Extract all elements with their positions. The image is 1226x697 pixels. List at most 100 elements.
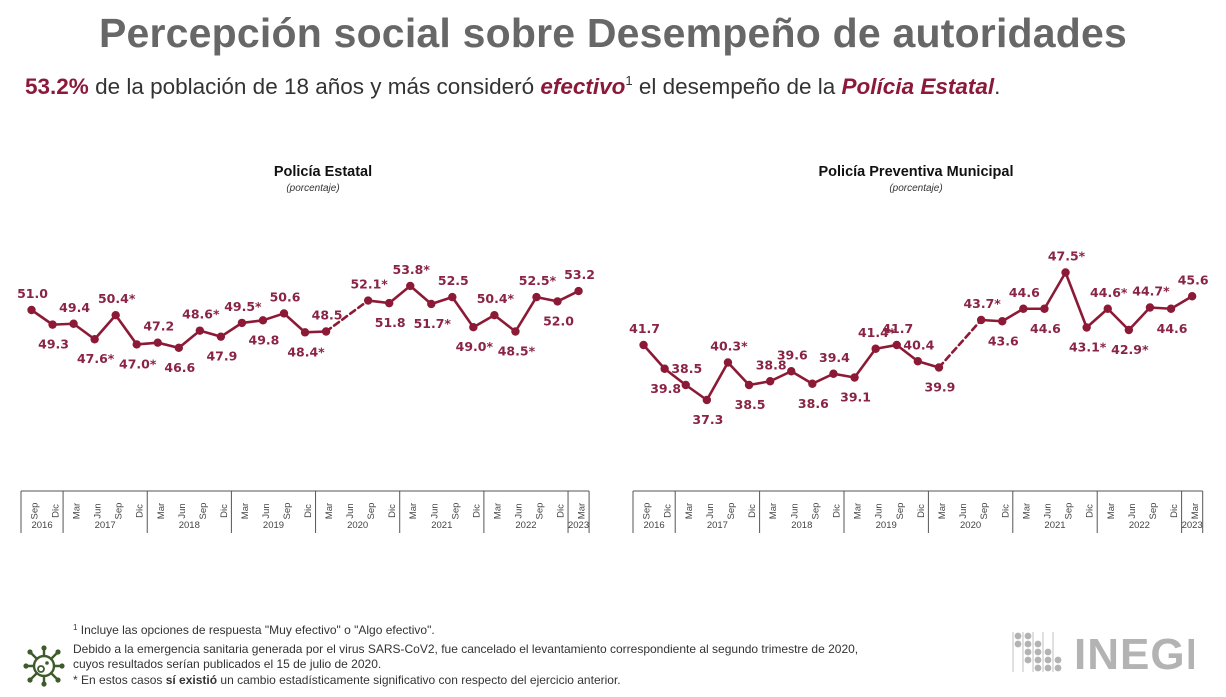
data-label: 50.4* [98,291,136,306]
data-label: 38.6 [798,396,829,411]
axis-month-label: Sep [30,503,41,520]
data-point [237,318,247,328]
axis-month-label: Mar [408,503,419,519]
axis-month-label: Jun [261,503,272,518]
data-label: 49.5* [224,299,262,314]
data-point [511,327,520,336]
axis-month-label: Jun [789,503,800,518]
data-point [532,292,541,302]
line-segment [1085,307,1110,329]
axis-month-label: Mar [72,503,83,519]
data-point [1187,292,1197,301]
data-label: 49.3 [38,337,69,352]
axis-year-label: 2022 [1129,520,1150,531]
data-label: 48.6* [182,307,220,322]
data-label: 47.2 [143,319,174,334]
axis-month-label: Mar [492,503,503,519]
data-point [1019,304,1028,313]
data-point [132,340,141,349]
axis-month-label: Jun [345,503,356,518]
logo-dot [1034,648,1042,656]
axis-month-label: Mar [937,503,948,519]
headline-text: de la población de 18 años y más conside… [88,74,541,99]
inegi-logo: INEGI [1012,630,1194,674]
logo-dot [1044,656,1052,664]
axis-month-label: Sep [450,503,461,520]
line-segment [282,312,307,334]
axis-year-label: 2016 [31,520,52,531]
axis-month-label: Mar [240,503,251,519]
data-point [681,380,690,390]
axis-month-label: Jun [705,503,716,518]
data-point [279,309,289,318]
axis-month-label: Dic [556,504,567,518]
data-point [1145,303,1155,312]
line-segment [93,313,117,341]
axis-month-label: Dic [1169,504,1180,518]
inegi-logo-text: INEGI [1074,630,1194,674]
logo-dot [1014,640,1022,648]
headline: 53.2% de la población de 18 años y más c… [25,74,1000,100]
chart-policia-municipal: 41.7 39.8 38.5 37.3 40.3* 38.5 38.839.6 38.6 39.… [629,249,1209,533]
axis-month-label: Dic [387,504,398,518]
data-point [469,323,478,332]
data-label: 46.6 [164,360,195,375]
logo-dot [1054,664,1062,672]
axis-month-label: Sep [726,503,737,520]
axis-month-label: Jun [429,503,440,518]
data-point [27,305,36,315]
axis-month-label: Sep [366,503,377,520]
axis-year-label: 2021 [431,520,452,531]
logo-dot [1024,656,1032,664]
line-segment [1064,271,1088,329]
axis-year-label: 2017 [95,520,116,531]
axis-month-label: Dic [471,504,482,518]
data-label: 47.6* [77,351,115,366]
data-label: 44.6 [1030,321,1061,336]
line-segment [895,343,920,363]
data-point [490,310,499,320]
line-segment [387,284,412,305]
line-segment [451,295,475,329]
axis-month-label: Sep [198,503,209,520]
significance-note-pre: * En estos casos [73,673,166,687]
data-label: 41.7 [629,321,660,336]
data-label: 51.0 [17,286,48,301]
data-label: 39.6 [777,347,808,362]
data-point [216,332,226,341]
axis-month-label: Mar [768,503,779,519]
data-point [892,340,901,350]
axis-year-label: 2023 [568,520,589,531]
virus-icon [23,645,65,687]
data-point [574,286,583,296]
axis-month-label: Jun [1042,503,1053,518]
data-label: 39.1 [840,390,871,405]
logo-dot [1034,656,1042,664]
line-segment [726,361,751,387]
data-point [765,377,775,386]
line-segment [493,313,517,333]
axis-month-label: Mar [577,503,588,519]
data-point [744,380,754,390]
data-label: 49.4 [59,300,90,315]
axis-month-label: Dic [831,504,842,518]
data-point [1166,304,1176,313]
data-point [639,340,648,350]
data-label: 50.4* [477,291,515,306]
data-point [723,358,733,367]
data-point [321,327,331,336]
data-label: 40.3* [710,339,748,354]
line-segment [1043,271,1067,311]
data-label: 47.0* [119,356,157,371]
chart-subtitle-estatal: (porcentaje) [286,183,340,194]
axis-month-label: Sep [979,503,990,520]
data-point [385,298,394,308]
footnote-marker: 1 [625,73,633,88]
data-point [427,299,436,309]
data-label: 51.8 [375,315,406,330]
line-segment [30,308,54,326]
covid-note-line-1: Debido a la emergencia sanitaria generad… [73,642,859,656]
axis-month-label: Sep [114,503,125,520]
data-point [48,320,57,329]
line-segment [1127,306,1152,332]
